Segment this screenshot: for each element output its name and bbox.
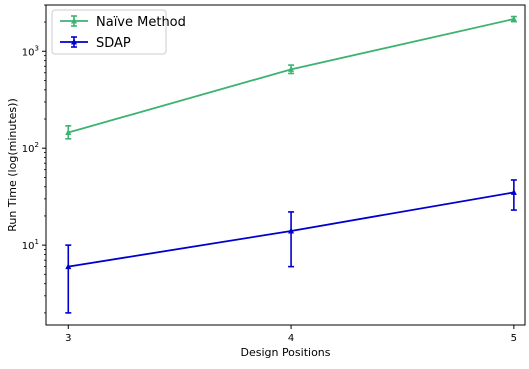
y-tick-exponent: 1 [35, 238, 39, 246]
x-tick-label: 4 [288, 333, 294, 344]
y-tick-base: 10 [22, 47, 35, 58]
data-point-triangle [510, 15, 517, 22]
y-tick-label: 101 [22, 238, 39, 252]
x-tick-label: 5 [511, 333, 517, 344]
legend-item: SDAP [60, 36, 131, 51]
series-0 [65, 15, 517, 140]
y-tick-label: 103 [22, 44, 39, 58]
legend-marker-triangle [71, 17, 77, 24]
x-axis-label: Design Positions [240, 346, 330, 359]
y-tick-label: 102 [22, 141, 39, 155]
legend-marker-triangle [71, 38, 77, 45]
y-tick-exponent: 3 [35, 44, 39, 52]
data-point-triangle [288, 65, 295, 72]
y-tick-exponent: 2 [35, 141, 39, 149]
legend-item: Naïve Method [60, 15, 186, 30]
legend-label: SDAP [96, 36, 131, 51]
legend: Naïve Method SDAP [51, 9, 186, 55]
x-tick-label: 3 [65, 333, 71, 344]
plot-frame [45, 4, 526, 326]
y-tick-base: 10 [22, 241, 35, 252]
series-1 [65, 179, 517, 314]
y-tick-base: 10 [22, 144, 35, 155]
data-point-triangle [65, 129, 72, 136]
data-point-triangle [288, 227, 295, 234]
data-point-triangle [510, 188, 517, 195]
data-point-triangle [65, 263, 72, 270]
legend-label: Naïve Method [96, 15, 186, 30]
y-axis-label: Run Time (log(minutes)) [6, 98, 19, 231]
